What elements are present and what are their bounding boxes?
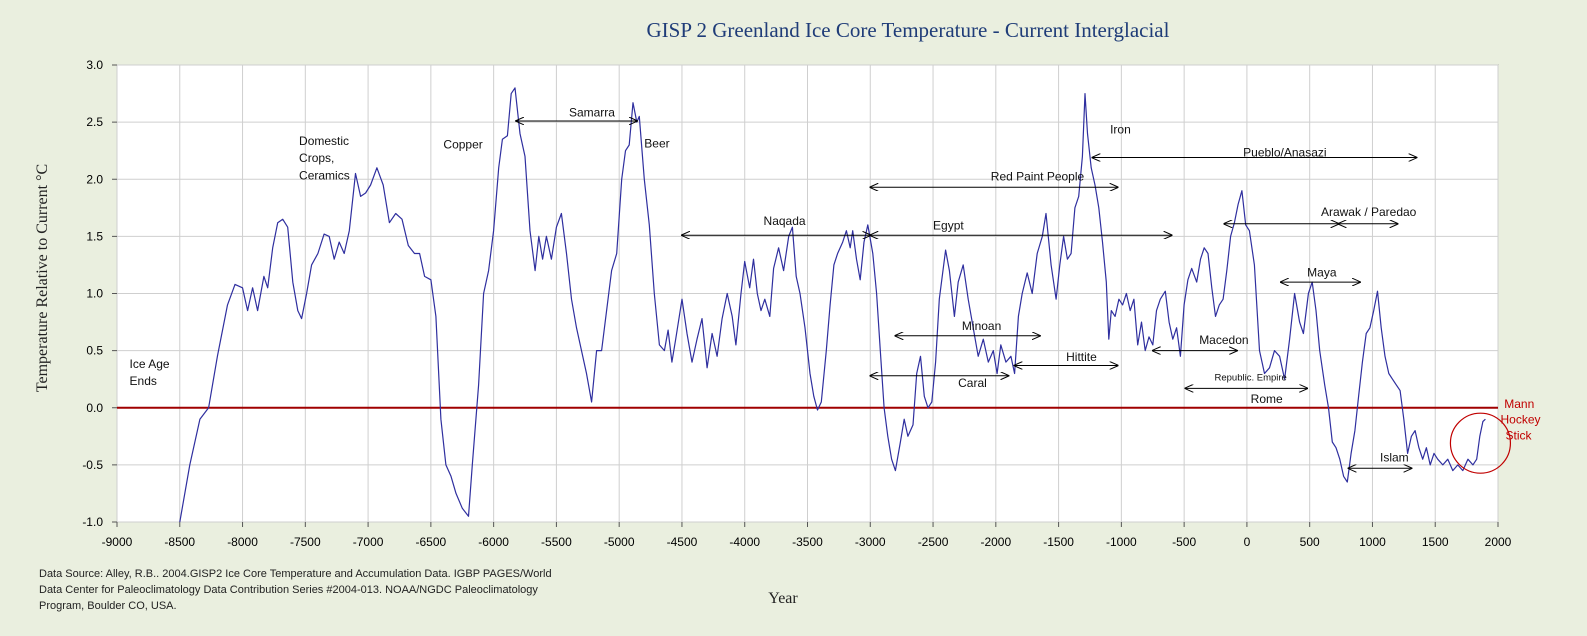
source-line: Program, Boulder CO, USA. — [39, 600, 177, 612]
source-line: Data Source: Alley, R.B.. 2004.GISP2 Ice… — [39, 568, 552, 580]
annotation-label: Pueblo/Anasazi — [1243, 145, 1326, 159]
y-tick-label: 1.5 — [86, 229, 103, 243]
annotation-label: Rome — [1251, 392, 1283, 406]
y-axis-ticks: 3.0 2.5 2.0 1.5 1.0 0.5 0.0 -0.5 -1.0 — [82, 58, 117, 529]
annotation-label: Caral — [958, 376, 987, 390]
x-tick-label: -1000 — [1106, 535, 1137, 549]
source-line: Data Center for Paleoclimatology Data Co… — [39, 584, 538, 596]
annotation-label: Red Paint People — [991, 169, 1085, 183]
x-tick-label: 0 — [1244, 535, 1251, 549]
y-tick-label: 1.0 — [86, 287, 103, 301]
x-tick-label: -2500 — [918, 535, 949, 549]
annotation-label: Samarra — [569, 105, 615, 119]
annotation-label: Islam — [1380, 450, 1409, 464]
annotation-label: Beer — [644, 136, 669, 150]
annotation-label-small: Republic. Empire — [1215, 372, 1287, 383]
temperature-line — [179, 87, 1486, 523]
hockey-stick-label: Mann — [1504, 397, 1534, 411]
x-tick-label: -5000 — [604, 535, 635, 549]
annotations: Ice Age Ends Domestic Crops, Ceramics Copper S… — [130, 105, 1541, 464]
x-tick-label: -6500 — [416, 535, 447, 549]
x-axis-ticks: -9000 -8500 -8000 -7500 -7000 -6500 -6000 -5500… — [102, 522, 1512, 549]
x-tick-label: -5500 — [541, 535, 572, 549]
x-tick-label: -8500 — [164, 535, 195, 549]
annotation-label: Egypt — [933, 219, 964, 233]
hockey-stick-label: Hockey — [1501, 413, 1541, 427]
x-tick-label: 2000 — [1485, 535, 1512, 549]
y-tick-label: 3.0 — [86, 58, 103, 72]
annotation-label: Naqada — [764, 214, 806, 228]
x-tick-label: -4500 — [667, 535, 698, 549]
x-tick-label: -1500 — [1043, 535, 1074, 549]
x-tick-label: 1000 — [1359, 535, 1386, 549]
y-axis-title: Temperature Relative to Current °C — [34, 164, 51, 392]
x-tick-label: -3000 — [855, 535, 886, 549]
x-tick-label: -4000 — [729, 535, 760, 549]
annotation-label: Ceramics — [299, 168, 350, 182]
data-source-note: Data Source: Alley, R.B.. 2004.GISP2 Ice… — [39, 566, 614, 614]
temperature-series — [179, 87, 1486, 523]
x-tick-label: -7500 — [290, 535, 321, 549]
x-tick-label: -2000 — [980, 535, 1011, 549]
x-axis-title: Year — [768, 590, 798, 607]
y-tick-label: -1.0 — [82, 515, 103, 529]
y-tick-label: -0.5 — [82, 458, 103, 472]
annotation-label: Hittite — [1066, 350, 1097, 364]
annotation-label: Iron — [1110, 123, 1131, 137]
annotation-label: Arawak / Paredao — [1321, 205, 1417, 219]
x-tick-label: 500 — [1300, 535, 1320, 549]
x-tick-label: -6000 — [478, 535, 509, 549]
annotation-label: Copper — [443, 137, 482, 151]
annotation-label: Ends — [130, 374, 157, 388]
annotation-label: Crops, — [299, 151, 334, 165]
chart-title: GISP 2 Greenland Ice Core Temperature - … — [647, 18, 1170, 42]
x-tick-label: -7000 — [353, 535, 384, 549]
y-tick-label: 2.5 — [86, 115, 103, 129]
y-tick-label: 0.0 — [86, 401, 103, 415]
x-tick-label: -3500 — [792, 535, 823, 549]
era-arrows — [516, 121, 1416, 468]
annotation-label: Macedon — [1199, 333, 1248, 347]
annotation-label: Ice Age — [130, 357, 170, 371]
grid-lines — [116, 64, 1499, 523]
y-tick-label: 0.5 — [86, 344, 103, 358]
hockey-stick-label: Stick — [1506, 429, 1533, 443]
x-tick-label: 1500 — [1422, 535, 1449, 549]
x-tick-label: -500 — [1172, 535, 1196, 549]
annotation-label: Maya — [1307, 265, 1337, 279]
hockey-stick-circle — [1449, 412, 1512, 474]
annotation-label: Domestic — [299, 134, 349, 148]
x-tick-label: -9000 — [102, 535, 133, 549]
annotation-label: Minoan — [962, 319, 1001, 333]
y-tick-label: 2.0 — [86, 172, 103, 186]
x-tick-label: -8000 — [227, 535, 258, 549]
hockey-stick-circle — [1449, 412, 1512, 474]
